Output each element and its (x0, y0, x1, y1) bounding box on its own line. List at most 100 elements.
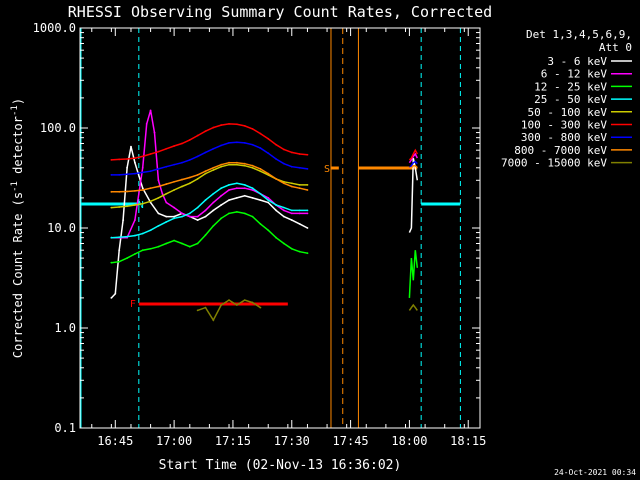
x-tick-label: 17:00 (156, 434, 192, 448)
point-25-50-kev (283, 206, 285, 209)
point-800-7000-kev (118, 190, 121, 193)
point-12-25-kev (235, 210, 238, 213)
x-axis-label: Start Time (02-Nov-13 16:36:02) (159, 458, 402, 473)
point-800-7000-kev (275, 177, 277, 180)
point-3-6-kev (122, 219, 125, 221)
point-800-7000-kev (235, 161, 238, 164)
point-100-300-kev (235, 123, 238, 126)
x-tick-label: 17:45 (333, 434, 369, 448)
y-tick-label: 0.1 (54, 421, 76, 435)
point-300-800-kev (181, 161, 183, 164)
point-3-6-kev (173, 215, 176, 218)
point-12-25-kev (118, 260, 121, 263)
late-series-300-800-kev (408, 160, 418, 169)
point-3-6-kev (251, 196, 254, 199)
point-100-300-kev (228, 122, 230, 125)
point-6-12-kev (141, 166, 144, 169)
point-50-100-kev (149, 200, 152, 203)
point-800-7000-kev (267, 172, 270, 175)
point-300-800-kev (220, 144, 223, 147)
point-25-50-kev (267, 199, 270, 202)
point-6-12-kev (153, 131, 156, 134)
point-50-100-kev (306, 183, 309, 186)
point-25-50-kev (275, 204, 277, 206)
point-6-12-kev (283, 209, 285, 212)
point-25-50-kev (141, 232, 144, 235)
x-tick-label: 16:45 (97, 434, 133, 448)
point-300-800-kev (118, 173, 121, 176)
point-50-100-kev (165, 192, 168, 195)
point-100-300-kev (243, 124, 246, 127)
y-axis-label: Corrected Count Rate (s-1 detector-1) (10, 98, 25, 358)
point-6-12-kev (134, 219, 136, 221)
point-3-6-kev (306, 227, 309, 229)
point-25-50-kev (118, 236, 121, 239)
point-7000-15000-kev (259, 306, 262, 309)
y-axis-label-sup1: -1 (10, 181, 20, 192)
point-3-6-kev (283, 215, 285, 218)
y-axis-label-sup2: -1 (10, 105, 20, 116)
point-800-7000-kev (196, 173, 199, 176)
point-50-100-kev (141, 202, 144, 205)
point-800-7000-kev (298, 187, 301, 190)
point-300-800-kev (267, 152, 270, 155)
point-12-25-kev (251, 215, 254, 218)
point-3-6-kev (212, 209, 215, 212)
point-7000-15000-kev (251, 301, 254, 304)
point-300-800-kev (212, 147, 215, 150)
point-100-300-kev (134, 157, 136, 160)
point-300-800-kev (259, 147, 262, 149)
point-25-50-kev (110, 236, 113, 239)
point-25-50-kev (149, 229, 152, 232)
point-100-300-kev (188, 139, 191, 141)
point-6-12-kev (145, 122, 148, 125)
legend-label-800-7000-kev: 800 - 7000 keV (514, 144, 607, 157)
legend-label-3-6-kev: 3 - 6 keV (547, 55, 607, 68)
point-100-300-kev (165, 147, 168, 150)
point-800-7000-kev (306, 189, 309, 191)
point-25-50-kev (126, 235, 128, 238)
point-3-6-kev (259, 199, 262, 202)
point-12-25-kev (228, 212, 230, 215)
point-7000-15000-kev (204, 306, 207, 309)
point-3-6-kev (235, 196, 238, 199)
point-12-25-kev (259, 222, 262, 225)
point-3-6-kev (290, 219, 293, 221)
point-3-6-kev (165, 215, 168, 218)
point-25-50-kev (157, 224, 160, 227)
point-6-12-kev (220, 194, 223, 197)
legend-header-detectors: Det 1,3,4,5,6,9, (526, 28, 632, 41)
point-6-12-kev (267, 196, 270, 199)
point-12-25-kev (188, 245, 191, 248)
point-6-12-kev (235, 187, 238, 190)
point-800-7000-kev (259, 167, 262, 170)
point-6-12-kev (228, 189, 230, 191)
y-axis-label-end: ) (11, 98, 25, 105)
point-800-7000-kev (173, 180, 176, 183)
point-12-25-kev (126, 257, 128, 260)
y-axis-label-main: Corrected Count Rate (s (11, 192, 25, 358)
point-3-6-kev (130, 145, 132, 148)
point-7000-15000-kev (220, 304, 223, 306)
point-50-100-kev (243, 164, 246, 167)
legend-label-100-300-kev: 100 - 300 keV (521, 119, 607, 132)
point-12-25-kev (212, 224, 215, 227)
point-3-6-kev (157, 212, 160, 215)
point-800-7000-kev (188, 176, 191, 179)
point-800-7000-kev (149, 187, 152, 190)
point-100-300-kev (110, 158, 113, 161)
y-tick-label: 1000.0 (33, 21, 76, 35)
point-50-100-kev (290, 182, 293, 185)
point-7000-15000-kev (212, 319, 215, 321)
point-100-300-kev (220, 124, 223, 126)
point-50-100-kev (126, 205, 128, 208)
point-300-800-kev (126, 173, 128, 176)
point-50-100-kev (157, 196, 160, 199)
point-800-7000-kev (204, 170, 207, 173)
point-50-100-kev (220, 165, 223, 168)
point-800-7000-kev (134, 189, 136, 192)
point-300-800-kev (196, 155, 199, 158)
point-6-12-kev (161, 192, 164, 195)
